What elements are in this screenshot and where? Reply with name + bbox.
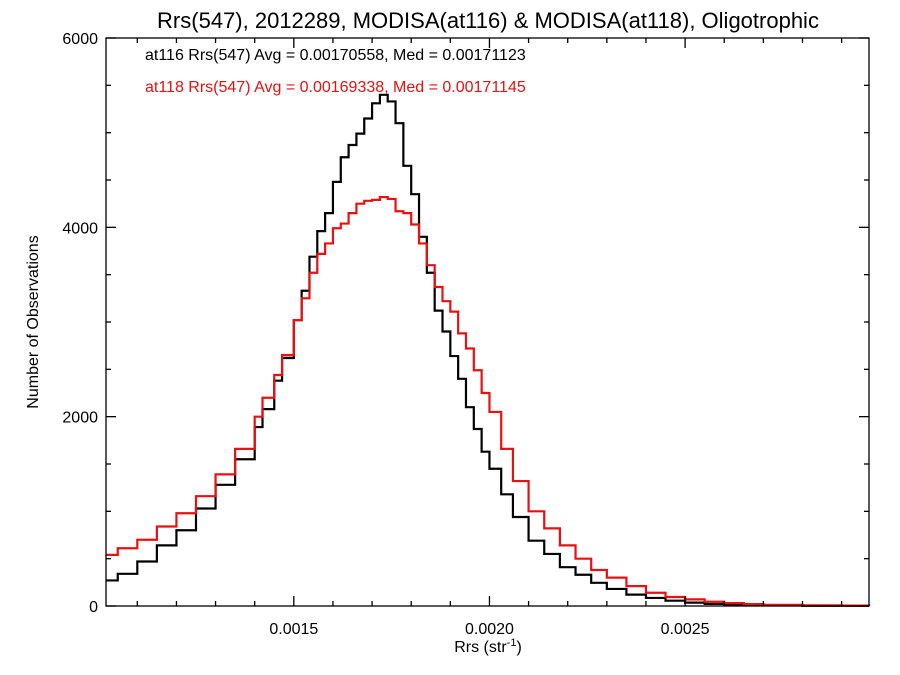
x-axis-label-superscript: -1 [507, 637, 517, 649]
y-tick-label: 4000 [62, 220, 98, 237]
x-tick-label: 0.0025 [661, 621, 710, 638]
x-tick-label: 0.0015 [269, 621, 318, 638]
y-axis-label: Number of Observations [25, 235, 42, 408]
series-line-1 [106, 195, 871, 607]
annotation-at116: at116 Rrs(547) Avg = 0.00170558, Med = 0… [145, 47, 526, 64]
chart-title: Rrs(547), 2012289, MODISA(at116) & MODIS… [157, 8, 819, 33]
y-tick-label: 0 [89, 599, 98, 616]
x-axis-label-close: ) [516, 639, 521, 656]
y-tick-label: 2000 [62, 410, 98, 427]
y-tick-label: 6000 [62, 31, 98, 48]
x-tick-label: 0.0020 [465, 621, 514, 638]
axis-ticks: 0.0015 0.0020 0.0025 0 2000 4000 6000 [62, 31, 869, 638]
series-line-0 [106, 93, 871, 607]
x-axis-label-main: Rrs (str [454, 639, 507, 656]
x-axis-label: Rrs (str-1) [454, 637, 522, 656]
plot-area [106, 93, 871, 607]
plot-frame [105, 37, 870, 607]
annotation-at118: at118 Rrs(547) Avg = 0.00169338, Med = 0… [145, 79, 526, 96]
